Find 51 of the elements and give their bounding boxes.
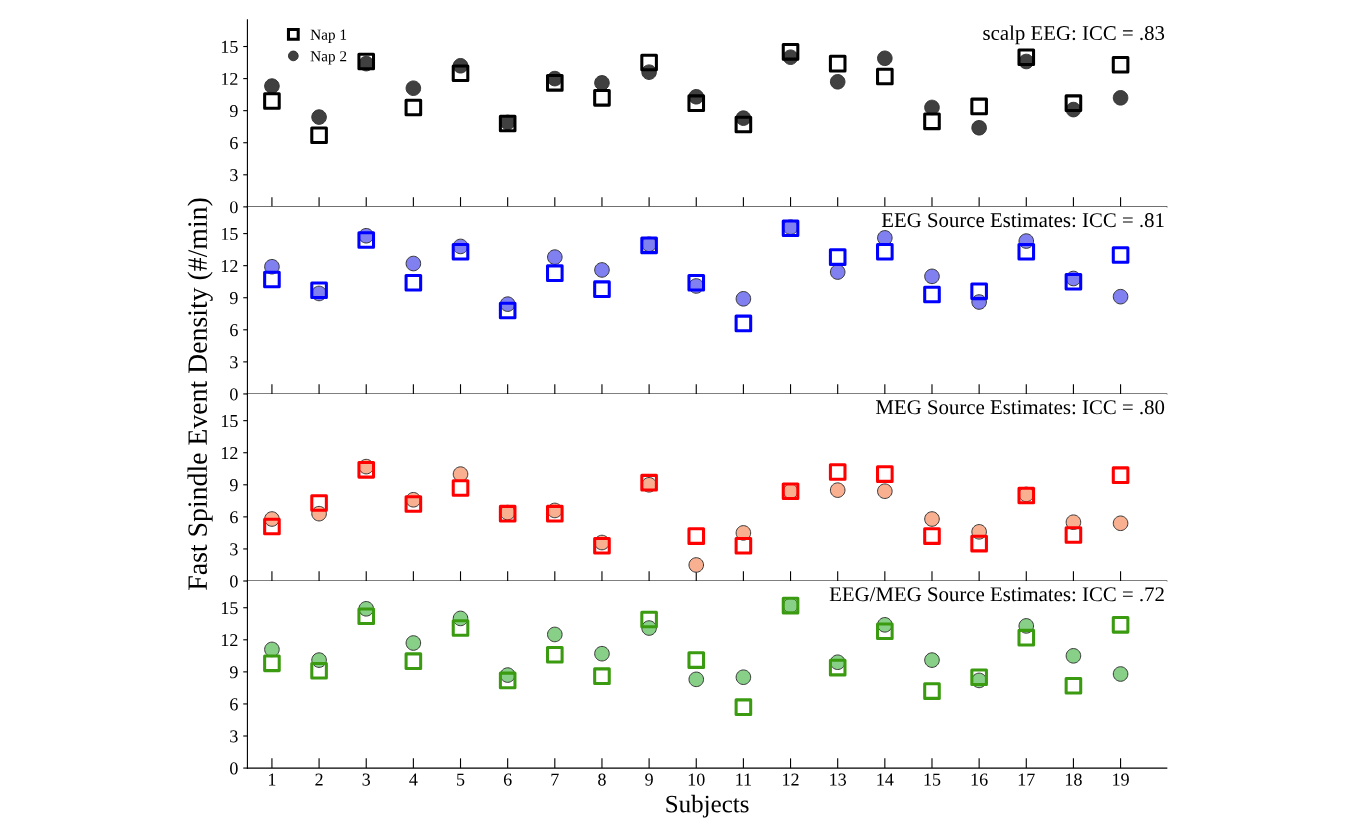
y-axis-title: Fast Spindle Event Density (#/min) [187, 198, 213, 590]
y-tick-label: 0 [230, 201, 238, 214]
y-tick-label: 6 [230, 511, 238, 524]
x-tick-label: 6 [503, 773, 512, 786]
x-tick-label: 11 [736, 773, 751, 786]
y-tick-label: 6 [230, 698, 238, 711]
x-tick-label: 16 [971, 773, 988, 786]
y-tick-label: 15 [221, 602, 238, 615]
y-tick-label: 9 [229, 479, 238, 492]
x-tick-label: 10 [688, 773, 705, 786]
y-tick-label: 3 [230, 356, 238, 369]
x-tick-label: 4 [409, 773, 418, 786]
y-tick-label: 12 [221, 447, 238, 459]
y-tick-label: 15 [221, 227, 238, 241]
y-tick-label: 3 [230, 169, 238, 182]
chart-title: EEG/MEG Source Estimates: ICC = .72 [829, 587, 1164, 602]
x-tick-label: 15 [924, 773, 941, 786]
legend-label: Nap 1 [310, 29, 347, 43]
y-tick-label: 9 [229, 104, 238, 118]
x-tick-label: 18 [1065, 773, 1082, 786]
y-tick-label: 15 [221, 415, 238, 428]
x-axis-title: Subjects [666, 794, 749, 818]
y-tick-label: 9 [229, 666, 238, 679]
y-tick-label: 15 [221, 40, 238, 53]
y-tick-label: 3 [230, 543, 238, 556]
chart-title: scalp EEG: ICC = .83 [983, 25, 1165, 45]
x-tick-label: 13 [830, 773, 847, 786]
y-tick-label: 12 [221, 259, 238, 272]
chart-title: EEG Source Estimates: ICC = .81 [881, 213, 1164, 228]
y-tick-label: 9 [229, 292, 238, 305]
x-tick-label: 2 [315, 773, 323, 786]
y-tick-label: 6 [230, 137, 238, 150]
x-tick-label: 9 [645, 773, 653, 786]
y-tick-label: 0 [230, 388, 238, 401]
legend-label: Nap 2 [310, 51, 347, 65]
y-tick-label: 0 [230, 575, 238, 588]
x-tick-label: 1 [269, 773, 276, 786]
chart-title: MEG Source Estimates: ICC = .80 [876, 400, 1165, 415]
x-tick-label: 3 [362, 773, 371, 786]
x-tick-label: 7 [551, 773, 559, 786]
y-tick-label: 3 [230, 730, 238, 743]
x-tick-label: 14 [877, 773, 894, 786]
y-tick-label: 0 [230, 762, 238, 775]
x-tick-label: 8 [598, 773, 606, 786]
x-tick-label: 5 [457, 773, 465, 786]
y-tick-label: 12 [221, 634, 238, 647]
x-tick-label: 17 [1018, 773, 1035, 786]
y-tick-label: 6 [230, 324, 238, 337]
y-tick-label: 12 [221, 72, 238, 85]
x-tick-label: 12 [783, 773, 799, 786]
x-tick-label: 19 [1113, 773, 1129, 786]
